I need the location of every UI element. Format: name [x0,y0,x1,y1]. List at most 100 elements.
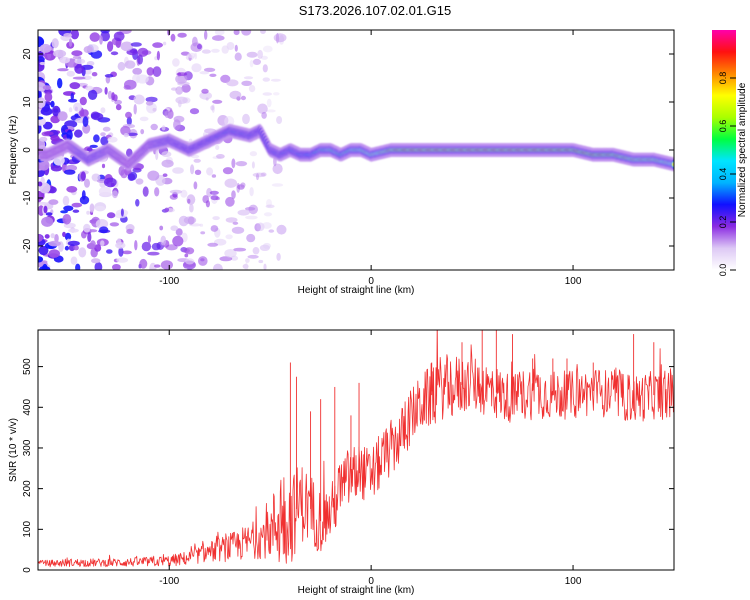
spectrogram-noise-cell [256,173,259,181]
spectrogram-noise-cell [66,186,78,193]
spectrogram-noise-cell [233,30,240,36]
spectrogram-noise-cell [114,212,127,219]
spectrogram-noise-cell [80,171,86,181]
spectrogram-noise-cell [115,104,122,111]
spectrogram-noise-cell [51,38,59,49]
spectrogram-noise-cell [275,32,280,44]
spectrogram-noise-cell [74,64,84,74]
spectrogram-noise-cell [106,212,116,219]
spectrogram-noise-cell [86,147,93,152]
spectrogram-noise-cell [261,111,267,119]
spectrogram-noise-cell [107,41,114,52]
spectrogram-noise-cell [127,173,136,182]
spectrogram-noise-cell [147,170,160,181]
y-tick-label: 400 [22,399,33,416]
y-tick-label: 0 [22,147,33,153]
y-tick-label: 200 [22,480,33,497]
spectrogram-noise-cell [160,260,173,270]
spectrogram-noise-cell [161,151,172,158]
spectrogram-noise-cell [225,196,235,207]
spectrogram-noise-cell [78,247,87,258]
spectrogram-noise-cell [68,98,78,103]
spectrogram-noise-cell [120,41,134,52]
spectrogram-noise-cell [263,212,273,217]
spectrogram-noise-cell [61,124,69,135]
spectrogram-noise-cell [248,204,258,215]
spectrogram-noise-cell [107,90,113,100]
spectrogram-noise-cell [265,204,275,209]
colorbar-ticks: 0.0 0.2 0.4 0.6 0.8 [718,72,736,276]
x-tick-label: 0 [368,576,374,587]
spectrogram-noise-cell [79,96,87,106]
spectrogram-noise-cell [245,215,258,220]
spectrogram-noise-cell [91,72,98,77]
spectrogram-noise-cell [262,64,268,73]
spectrogram-noise-cell [48,240,61,247]
spectrogram-noise-cell [156,50,160,61]
spectrogram-noise-cell [95,219,109,229]
spectrogram-noise-cell [99,35,103,45]
spectrogram-noise-cell [38,181,43,187]
spectrogram-noise-cell [206,167,214,176]
snr-frame [37,329,675,571]
spectrogram-noise-cell [93,134,100,143]
spectrogram-noise-cell [74,58,86,65]
spectrogram-noise-cell [80,64,94,70]
spectrogram-noise-cell [272,163,283,175]
snr-x-ticks: -100 0 100 [159,330,582,587]
spectrogram-noise-cell [260,30,266,34]
spectrogram-noise-cell [100,136,109,146]
spectrogram-noise-cell [99,226,109,234]
spectrogram-noise-cell [234,44,238,52]
spectrogram-noise-cell [247,254,259,259]
spectrogram-noise-cell [182,248,190,254]
spectrogram-noise-cell [231,158,236,169]
spectrogram-noise-cell [212,99,223,104]
spectrogram-noise-cell [231,190,236,200]
spectrogram-noise-cell [159,225,164,231]
y-tick-label: 10 [22,96,33,108]
spectrogram-noise-cell [212,216,220,221]
spectrogram-noise-cell [252,247,260,255]
spectrogram-noise-cell [161,125,166,131]
spectrogram-noise-cell [54,234,59,243]
x-tick-label: -100 [159,576,179,587]
spectrogram-noise-cell [62,195,70,206]
spectrogram-noise-cell [66,70,76,77]
spectrogram-noise-cell [169,189,183,194]
spectrogram-noise-cell [106,249,113,254]
spectrogram-noise-cell [38,116,44,120]
spectrogram-noise-cell [249,151,258,157]
spectrogram-noise-cell [79,195,90,205]
spectrogram-noise-cell [205,200,210,208]
spectrogram-noise-cell [234,52,242,61]
spectrogram-noise-cell [38,56,45,63]
spectrogram-noise-cell [204,30,208,40]
spectrogram-noise-cell [260,55,268,60]
spectrogram-noise-cell [262,92,273,96]
spectrogram-noise-cell [164,110,171,118]
spectrogram-noise-cell [191,154,200,159]
spectrogram-noise-cell [240,95,246,101]
spectrogram-noise-cell [103,177,117,188]
spectrogram-noise-cell [133,104,137,115]
spectrogram-noise-cell [184,253,189,258]
spectrogram-noise-cell [70,30,79,40]
spectrogram-noise-cell [240,182,246,188]
spectrogram-noise-cell [100,107,106,114]
spectrogram-noise-cell [40,107,53,116]
colorbar-label: Normalized spectral amplitude [737,82,748,217]
spectrogram-noise-cell [276,116,283,124]
spectrogram-noise-cell [211,174,217,178]
spectrogram-noise-cell [242,113,250,125]
spectrogram-noise-cell [211,48,220,53]
spectrogram-noise-cell [262,77,270,82]
spectrogram-noise-cell [224,178,238,188]
spectrogram-noise-cell [201,49,211,54]
spectrogram-noise-cell [172,167,184,174]
spectrogram-noise-cell [258,259,264,264]
spectrogram-noise-cell [206,187,213,198]
spectrogram-noise-cell [115,242,126,249]
spectrogram-noise-cell [44,131,54,136]
